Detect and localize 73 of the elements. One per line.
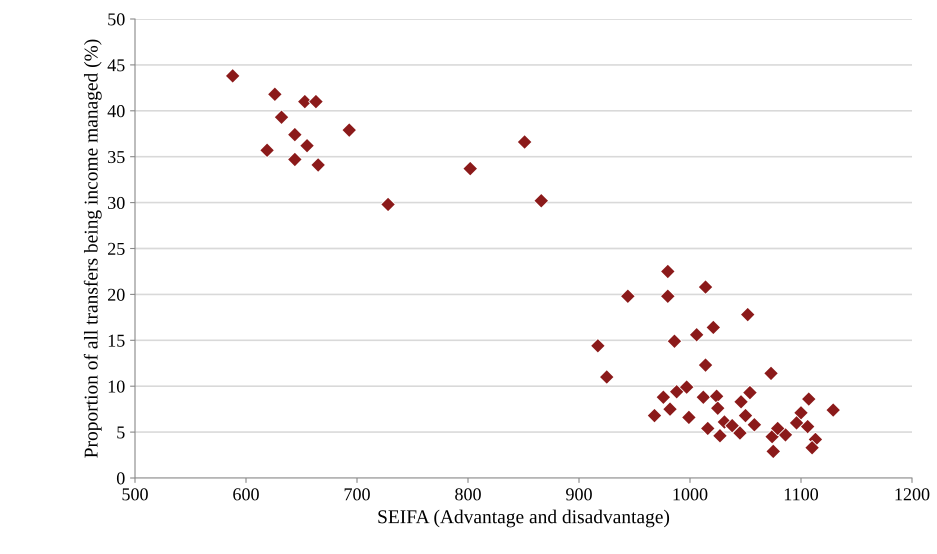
point	[668, 384, 684, 400]
x-axis-title: SEIFA (Advantage and disadvantage)	[378, 510, 670, 528]
x-tick-label: 1100	[784, 488, 818, 500]
point	[656, 390, 672, 405]
point	[712, 428, 728, 444]
point	[287, 126, 303, 142]
point	[700, 420, 716, 436]
point	[740, 306, 756, 322]
point	[274, 110, 290, 125]
point	[662, 401, 678, 417]
y-tick-label: 50	[108, 13, 125, 26]
y-tick-label: 15	[108, 334, 125, 347]
point	[590, 338, 606, 354]
point	[746, 417, 762, 432]
y-tick-label: 10	[108, 380, 125, 393]
y-tick-label: 35	[108, 151, 125, 164]
point	[688, 327, 704, 342]
y-tick-label: 0	[116, 472, 125, 484]
x-tick-label: 600	[233, 488, 259, 500]
point	[698, 279, 714, 295]
x-tick-label: 800	[455, 488, 481, 500]
y-tick-label: 25	[108, 242, 125, 255]
y-tick-label: 5	[117, 426, 125, 439]
point	[800, 418, 816, 434]
point	[696, 390, 712, 405]
point	[462, 160, 478, 176]
x-tick-label: 1000	[674, 488, 708, 500]
point	[287, 152, 303, 168]
x-tick-label: 1200	[896, 488, 930, 500]
y-tick-label: 45	[108, 59, 125, 72]
point	[646, 408, 662, 424]
point	[804, 440, 820, 456]
point	[738, 408, 754, 424]
x-tick-label: 700	[344, 488, 370, 500]
point	[308, 94, 324, 110]
point	[778, 427, 794, 443]
point	[660, 264, 676, 280]
point	[660, 288, 676, 304]
y-tick-label: 40	[108, 105, 125, 118]
point	[534, 193, 549, 208]
y-axis-title: Proportion of all transfers being income managed (%)	[84, 40, 102, 458]
point	[788, 415, 804, 431]
point	[267, 86, 283, 102]
point	[763, 366, 779, 382]
point	[710, 400, 726, 416]
point	[766, 444, 781, 460]
point	[620, 288, 636, 304]
point	[793, 405, 809, 421]
x-tick-label: 500	[122, 488, 148, 500]
point	[706, 320, 722, 336]
point	[380, 196, 396, 212]
point	[342, 122, 357, 138]
point	[259, 142, 275, 158]
point	[732, 425, 748, 441]
point	[224, 68, 240, 84]
point	[825, 402, 841, 418]
y-tick-label: 30	[108, 196, 125, 210]
x-tick-label: 900	[566, 488, 592, 500]
point	[599, 369, 614, 385]
point	[801, 391, 816, 407]
point	[742, 384, 758, 400]
point	[299, 138, 315, 154]
point	[678, 379, 694, 395]
point	[733, 394, 749, 410]
point	[708, 388, 724, 404]
point	[698, 357, 714, 373]
point	[681, 410, 697, 426]
point	[724, 418, 740, 434]
point	[666, 334, 682, 349]
point	[770, 420, 786, 436]
y-tick-label: 20	[108, 288, 125, 301]
point	[310, 157, 326, 173]
point	[516, 134, 532, 150]
